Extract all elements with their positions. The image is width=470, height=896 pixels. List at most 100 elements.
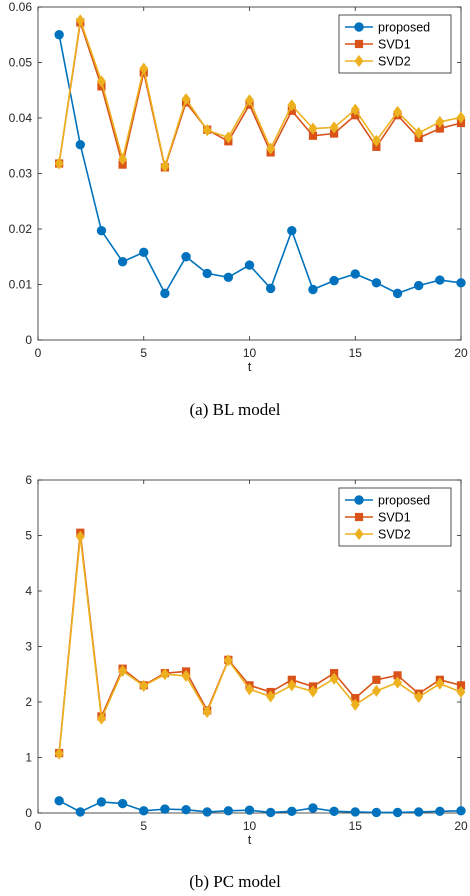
y-tick-label: 6 — [25, 473, 32, 487]
data-point-proposed — [223, 272, 234, 282]
data-point-proposed — [287, 225, 297, 236]
y-tick-label: 0 — [25, 806, 32, 820]
data-point-svd2 — [371, 134, 381, 147]
data-point-svd2 — [329, 121, 339, 134]
series-proposed — [54, 30, 466, 299]
legend-label-proposed: proposed — [378, 21, 430, 35]
data-point-proposed — [117, 257, 128, 267]
data-point-proposed — [160, 804, 170, 814]
data-point-proposed — [265, 807, 276, 818]
data-point-proposed — [139, 247, 149, 258]
legend-marker-svd2 — [354, 527, 364, 541]
y-tick-label: 0.02 — [9, 222, 33, 236]
legend-marker-svd1 — [354, 512, 364, 522]
data-point-svd2 — [160, 160, 170, 173]
series-svd2 — [54, 14, 466, 173]
data-point-proposed — [392, 288, 403, 299]
y-tick-label: 0.06 — [9, 0, 33, 14]
data-point-svd2 — [287, 679, 297, 692]
data-point-svd2 — [371, 684, 381, 697]
legend-label-svd2: SVD2 — [378, 528, 411, 542]
data-point-svd2 — [96, 712, 106, 725]
x-axis-label: t — [248, 832, 252, 847]
data-point-svd2 — [414, 690, 424, 704]
data-point-proposed — [435, 275, 445, 285]
data-point-proposed — [117, 798, 128, 809]
data-point-svd2 — [244, 683, 255, 696]
data-point-svd1 — [372, 675, 381, 684]
y-tick-label: 0.03 — [9, 167, 33, 181]
data-point-proposed — [414, 280, 424, 291]
data-point-svd2 — [181, 669, 191, 682]
data-point-svd2 — [54, 157, 64, 170]
y-tick-label: 1 — [25, 751, 32, 765]
x-tick-label: 10 — [243, 819, 257, 833]
series-line-svd2 — [58, 20, 462, 170]
data-point-svd2 — [414, 126, 424, 140]
data-point-proposed — [75, 807, 86, 817]
series-line-svd2 — [58, 536, 462, 754]
x-tick-label: 0 — [35, 346, 42, 360]
data-point-proposed — [371, 807, 382, 818]
data-point-proposed — [414, 807, 424, 817]
x-tick-label: 5 — [140, 819, 147, 833]
data-point-proposed — [160, 288, 170, 299]
data-point-proposed — [96, 797, 107, 807]
caption-bl-model: (a) BL model — [189, 400, 281, 419]
chart-bl-model: 0 5 10 15 20 0 0.01 0.02 0.03 0.04 0.05 0.06 t propos… — [9, 0, 468, 374]
y-tick-label: 3 — [25, 640, 32, 654]
data-point-svd2 — [350, 698, 360, 711]
data-point-proposed — [202, 268, 212, 279]
data-point-proposed — [329, 806, 339, 817]
data-point-proposed — [287, 806, 297, 817]
data-point-svd2 — [223, 131, 233, 144]
data-point-proposed — [371, 278, 382, 288]
data-point-svd2 — [393, 676, 403, 689]
data-point-proposed — [202, 807, 212, 817]
data-point-svd2 — [160, 668, 170, 681]
legend-marker-proposed — [354, 22, 364, 32]
x-tick-label: 5 — [140, 346, 147, 360]
data-point-svd2 — [223, 654, 233, 667]
data-point-svd2 — [118, 153, 128, 166]
data-point-svd2 — [139, 62, 149, 75]
data-point-proposed — [308, 803, 318, 813]
data-point-proposed — [456, 278, 466, 288]
y-tick-label: 0.01 — [9, 278, 33, 292]
x-tick-label: 10 — [243, 346, 257, 360]
y-tick-label: 5 — [25, 529, 32, 543]
y-tick-label: 2 — [25, 695, 32, 709]
data-point-svd2 — [456, 685, 466, 699]
x-tick-label: 20 — [454, 346, 468, 360]
data-point-svd2 — [96, 75, 106, 88]
data-point-svd2 — [287, 99, 297, 112]
data-point-svd2 — [350, 103, 360, 116]
data-point-proposed — [181, 252, 191, 262]
x-tick-label: 15 — [349, 346, 363, 360]
data-point-svd2 — [435, 115, 445, 128]
data-point-proposed — [139, 806, 149, 816]
data-point-proposed — [350, 269, 360, 279]
legend: proposed SVD1 SVD2 — [338, 14, 452, 74]
data-point-proposed — [392, 807, 403, 818]
data-point-proposed — [350, 807, 360, 817]
series-svd2 — [54, 530, 466, 760]
data-point-svd2 — [329, 672, 339, 685]
series-proposed — [54, 796, 466, 818]
data-point-svd2 — [202, 124, 212, 137]
data-point-svd2 — [393, 105, 403, 118]
data-point-proposed — [435, 806, 445, 817]
data-point-proposed — [244, 805, 255, 815]
legend: proposed SVD1 SVD2 — [338, 487, 452, 547]
chart-pc-model: 0 5 10 15 20 0 1 2 3 4 5 6 t proposed SVD1 SVD2 — [25, 473, 468, 847]
legend-label-proposed: proposed — [378, 494, 430, 508]
data-point-proposed — [54, 30, 64, 40]
x-tick-label: 20 — [454, 819, 468, 833]
legend-marker-svd1 — [354, 39, 364, 49]
x-tick-label: 15 — [349, 819, 363, 833]
data-point-proposed — [329, 275, 339, 286]
y-tick-label: 0 — [25, 333, 32, 347]
y-tick-label: 4 — [25, 584, 32, 598]
series-line-svd1 — [58, 22, 462, 171]
data-point-proposed — [244, 260, 255, 270]
